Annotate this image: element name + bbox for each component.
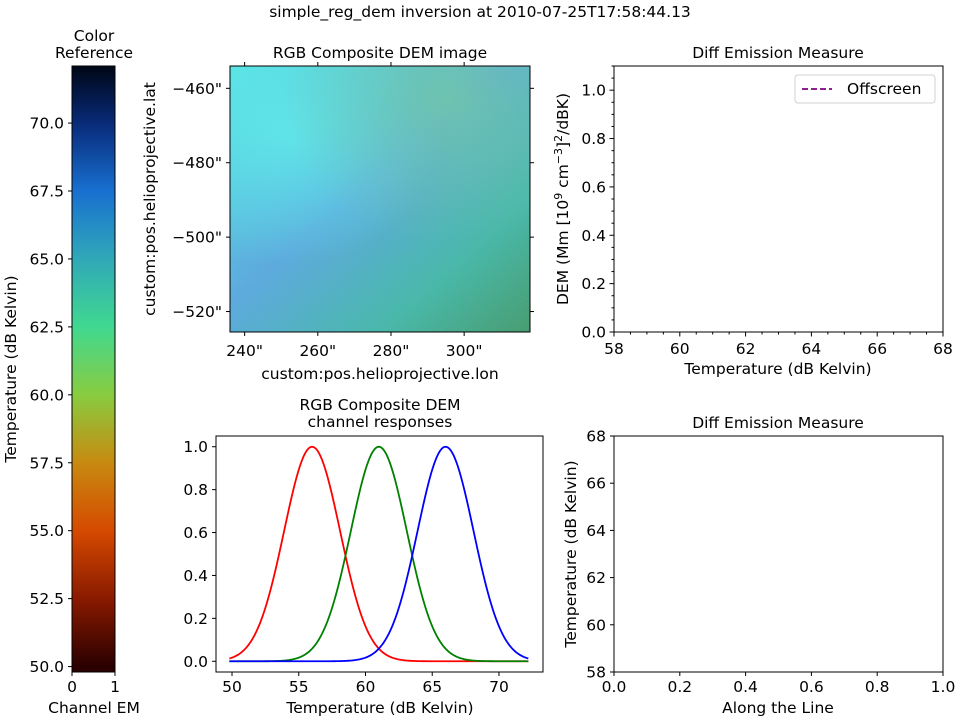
image-ytick-label: −460" [172, 80, 222, 98]
profile-ytick-label: 58 [586, 664, 606, 682]
responses-ytick-label: 1.0 [183, 438, 208, 456]
responses-xtick-label: 65 [422, 678, 442, 696]
image-xtick-label: 300" [446, 342, 483, 360]
colorbar-ytick-label: 52.5 [29, 590, 64, 608]
responses-ytick-label: 0.2 [183, 610, 208, 628]
profile-ytick-label: 66 [586, 475, 606, 493]
colorbar-image [72, 66, 115, 672]
dem-xtick-label: 68 [933, 340, 953, 358]
colorbar-ytick-label: 50.0 [29, 658, 64, 676]
responses-frame [215, 435, 544, 673]
image-title: RGB Composite DEM image [273, 44, 487, 62]
dem-plot-title: Diff Emission Measure [692, 44, 864, 62]
figure-suptitle: simple_reg_dem inversion at 2010-07-25T1… [269, 3, 691, 22]
responses-ytick-label: 0.8 [183, 481, 208, 499]
dem-ytick-label: 0.2 [581, 275, 606, 293]
responses-ytick-label: 0.4 [183, 567, 208, 585]
profile-xtick-label: 0.6 [799, 678, 824, 696]
colorbar-ytick-label: 60.0 [29, 386, 64, 404]
image-ytick-label: −500" [172, 229, 222, 247]
dem-ytick-label: 1.0 [581, 82, 606, 100]
dem-plot-frame [613, 65, 944, 333]
colorbar-xtick-label: 0 [67, 678, 77, 696]
response-curve-blue [229, 445, 529, 663]
colorbar-xlabel: Channel EM [48, 699, 140, 717]
responses-title-line: channel responses [308, 413, 453, 431]
dem-ylabel-part: ] [554, 142, 572, 148]
profile-xtick-label: 0.0 [602, 678, 627, 696]
dem-ylabel-part: /dBK) [554, 93, 572, 135]
dem-xtick-label: 66 [867, 340, 887, 358]
image-ylabel: custom:pos.helioprojective.lat [141, 82, 159, 316]
dem-xlabel: Temperature (dB Kelvin) [683, 360, 871, 378]
profile-ytick-label: 60 [586, 616, 606, 634]
image-xtick-label: 260" [299, 342, 336, 360]
image-xtick-label: 280" [373, 342, 410, 360]
dem-ylabel-part: 9 [552, 193, 565, 200]
image-ytick-label: −520" [172, 303, 222, 321]
dem-ylabel-part: −3 [552, 148, 565, 164]
dem-ylabel-part: cm [554, 164, 572, 193]
dem-xtick-label: 60 [670, 340, 690, 358]
dem-legend-box [794, 74, 936, 104]
image-ytick-label: −480" [172, 154, 222, 172]
responses-title: RGB Composite DEM channel responses [299, 396, 460, 431]
rgb-composite-noise [230, 66, 530, 332]
dem-ytick-label: 0.6 [581, 178, 606, 196]
profile-ytick-label: 64 [586, 522, 606, 540]
profile-xtick-label: 1.0 [931, 678, 956, 696]
dem-xtick-label: 58 [604, 340, 624, 358]
image-frame [229, 65, 531, 333]
dem-ytick-label: 0.0 [581, 324, 606, 342]
dem-ylabel-part: DEM (Mm [10 [554, 200, 572, 305]
dem-ylabel: DEM (Mm [109 cm−3]2/dBK) [552, 93, 572, 305]
responses-xtick-label: 60 [356, 678, 376, 696]
colorbar-ytick-label: 55.0 [29, 522, 64, 540]
dem-ylabel-part: 2 [552, 135, 565, 142]
responses-ytick-label: 0.0 [183, 653, 208, 671]
profile-xtick-label: 0.2 [667, 678, 692, 696]
colorbar-ytick-label: 62.5 [29, 318, 64, 336]
dem-xtick-label: 64 [802, 340, 822, 358]
colorbar-title: Color Reference [55, 27, 133, 62]
image-xlabel: custom:pos.helioprojective.lon [261, 365, 498, 383]
profile-xlabel: Along the Line [722, 699, 834, 717]
profile-ylabel: Temperature (dB Kelvin) [562, 460, 580, 648]
dem-legend-label: Offscreen [847, 80, 921, 98]
colorbar-ytick-label: 57.5 [29, 454, 64, 472]
responses-title-line: RGB Composite DEM [299, 396, 460, 414]
colorbar-ytick-label: 67.5 [29, 183, 64, 201]
image-xtick-label: 240" [226, 342, 263, 360]
colorbar-title-line: Reference [55, 44, 133, 62]
colorbar-ytick-label: 65.0 [29, 250, 64, 268]
profile-ytick-label: 62 [586, 569, 606, 587]
responses-xtick-label: 55 [289, 678, 309, 696]
colorbar-ylabel: Temperature (dB Kelvin) [2, 275, 20, 463]
responses-ytick-label: 0.6 [183, 524, 208, 542]
dem-ytick-label: 0.4 [581, 227, 606, 245]
responses-xtick-label: 50 [222, 678, 242, 696]
profile-xtick-label: 0.4 [733, 678, 758, 696]
responses-xlabel: Temperature (dB Kelvin) [285, 699, 473, 717]
colorbar-title-line: Color [74, 27, 115, 45]
colorbar-frame [71, 65, 116, 673]
colorbar-xtick-label: 1 [110, 678, 120, 696]
colorbar-ytick-label: 70.0 [29, 115, 64, 133]
profile-title: Diff Emission Measure [692, 414, 864, 432]
dem-xtick-label: 62 [736, 340, 756, 358]
profile-ytick-label: 68 [586, 428, 606, 446]
profile-frame [613, 435, 944, 673]
responses-xtick-label: 70 [489, 678, 509, 696]
profile-xtick-label: 0.8 [865, 678, 890, 696]
dem-ytick-label: 0.8 [581, 130, 606, 148]
